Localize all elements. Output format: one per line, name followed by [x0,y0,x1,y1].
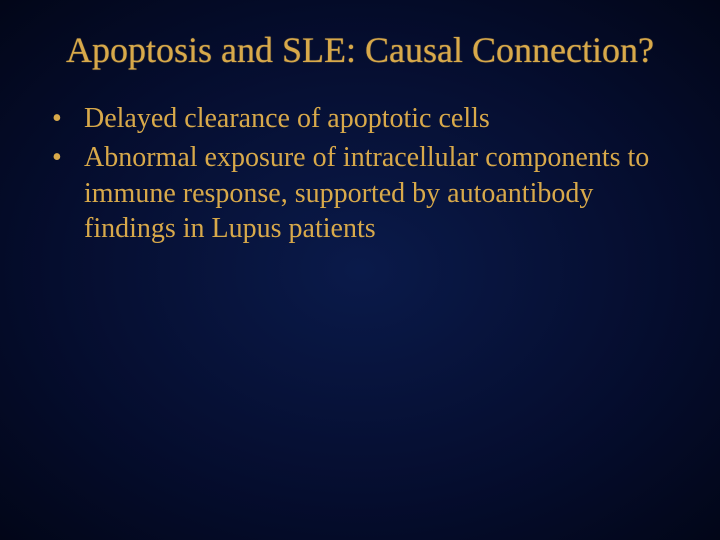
bullet-icon: • [48,101,84,137]
bullet-list: • Delayed clearance of apoptotic cells •… [48,101,672,247]
bullet-text: Abnormal exposure of intracellular compo… [84,140,672,247]
bullet-text: Delayed clearance of apoptotic cells [84,101,672,137]
slide: Apoptosis and SLE: Causal Connection? • … [0,0,720,540]
list-item: • Delayed clearance of apoptotic cells [48,101,672,137]
slide-title: Apoptosis and SLE: Causal Connection? [48,30,672,71]
list-item: • Abnormal exposure of intracellular com… [48,140,672,247]
bullet-icon: • [48,140,84,176]
